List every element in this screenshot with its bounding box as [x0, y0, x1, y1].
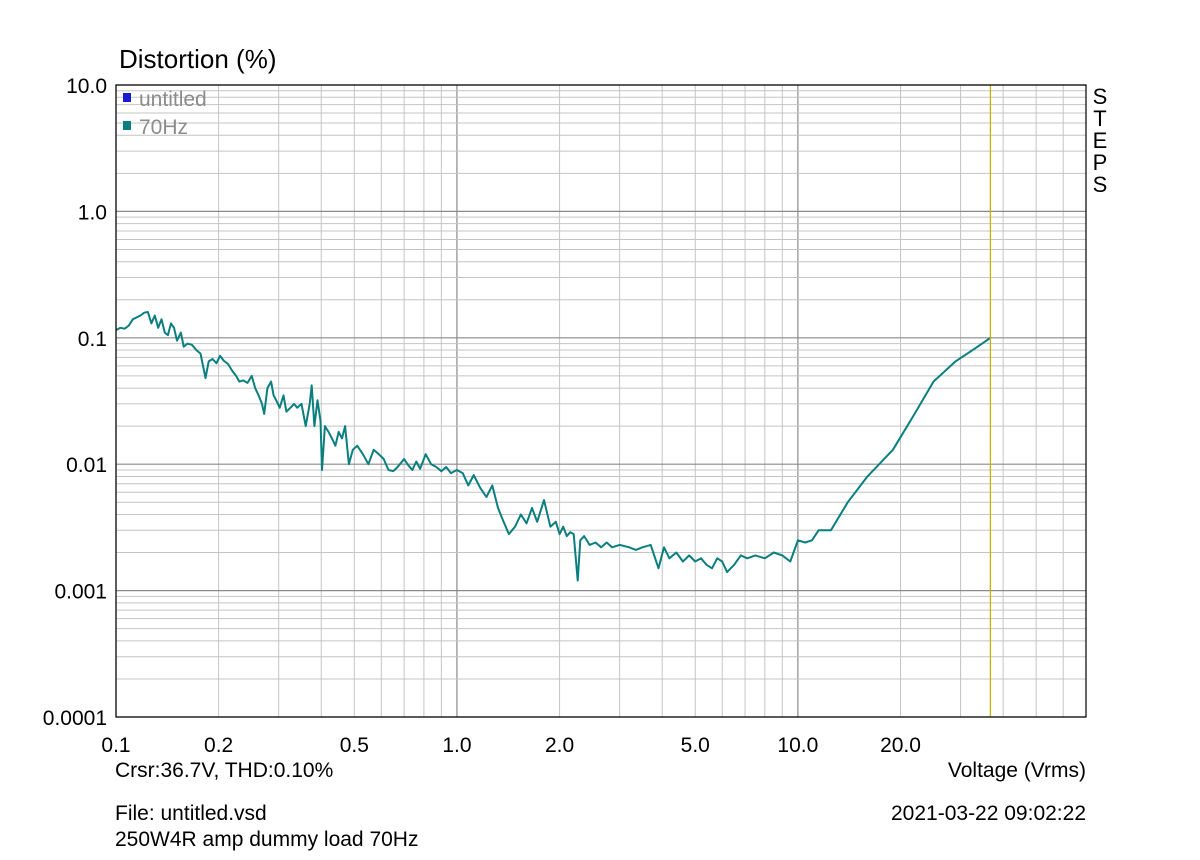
x-axis-title: Voltage (Vrms) — [947, 759, 1086, 782]
x-tick-label: 1.0 — [442, 734, 471, 757]
legend-label: 70Hz — [139, 116, 188, 139]
legend-swatch — [123, 93, 131, 102]
legend-label: untitled — [139, 88, 207, 111]
x-tick-label: 2.0 — [545, 734, 574, 757]
trace-layer — [116, 311, 991, 582]
y-axis-title: Distortion (%) — [119, 44, 277, 74]
timestamp: 2021-03-22 09:02:22 — [891, 802, 1086, 825]
x-tick-label: 5.0 — [681, 734, 710, 757]
plot-background — [116, 85, 1086, 717]
y-tick-label: 0.1 — [78, 328, 107, 351]
file-name: File: untitled.vsd — [115, 802, 267, 825]
y-tick-label: 0.0001 — [43, 707, 107, 730]
tick-labels: 0.1 0.2 0.5 1.0 2.0 5.0 10.0 20.0 10.0 1.0 0.1 0.01… — [43, 75, 921, 757]
x-tick-label: 0.2 — [204, 734, 233, 757]
plot-frame — [115, 84, 1087, 718]
y-tick-label: 10.0 — [66, 75, 107, 98]
y-tick-label: 1.0 — [78, 201, 107, 224]
x-tick-label: 0.1 — [101, 734, 130, 757]
description: 250W4R amp dummy load 70Hz — [115, 828, 419, 851]
x-tick-label: 10.0 — [777, 734, 818, 757]
legend: untitled 70Hz — [123, 88, 207, 139]
cursor-readout: Crsr:36.7V, THD:0.10% — [115, 759, 334, 782]
x-tick-label: 20.0 — [880, 734, 921, 757]
y-tick-label: 0.01 — [66, 454, 107, 477]
x-tick-label: 0.5 — [340, 734, 369, 757]
y-tick-label: 0.001 — [54, 581, 107, 604]
legend-swatch — [123, 121, 131, 130]
series-line-70hz — [116, 311, 991, 582]
grid-lines — [115, 84, 1087, 718]
steps-side-label[interactable]: STEPS — [1092, 84, 1108, 197]
